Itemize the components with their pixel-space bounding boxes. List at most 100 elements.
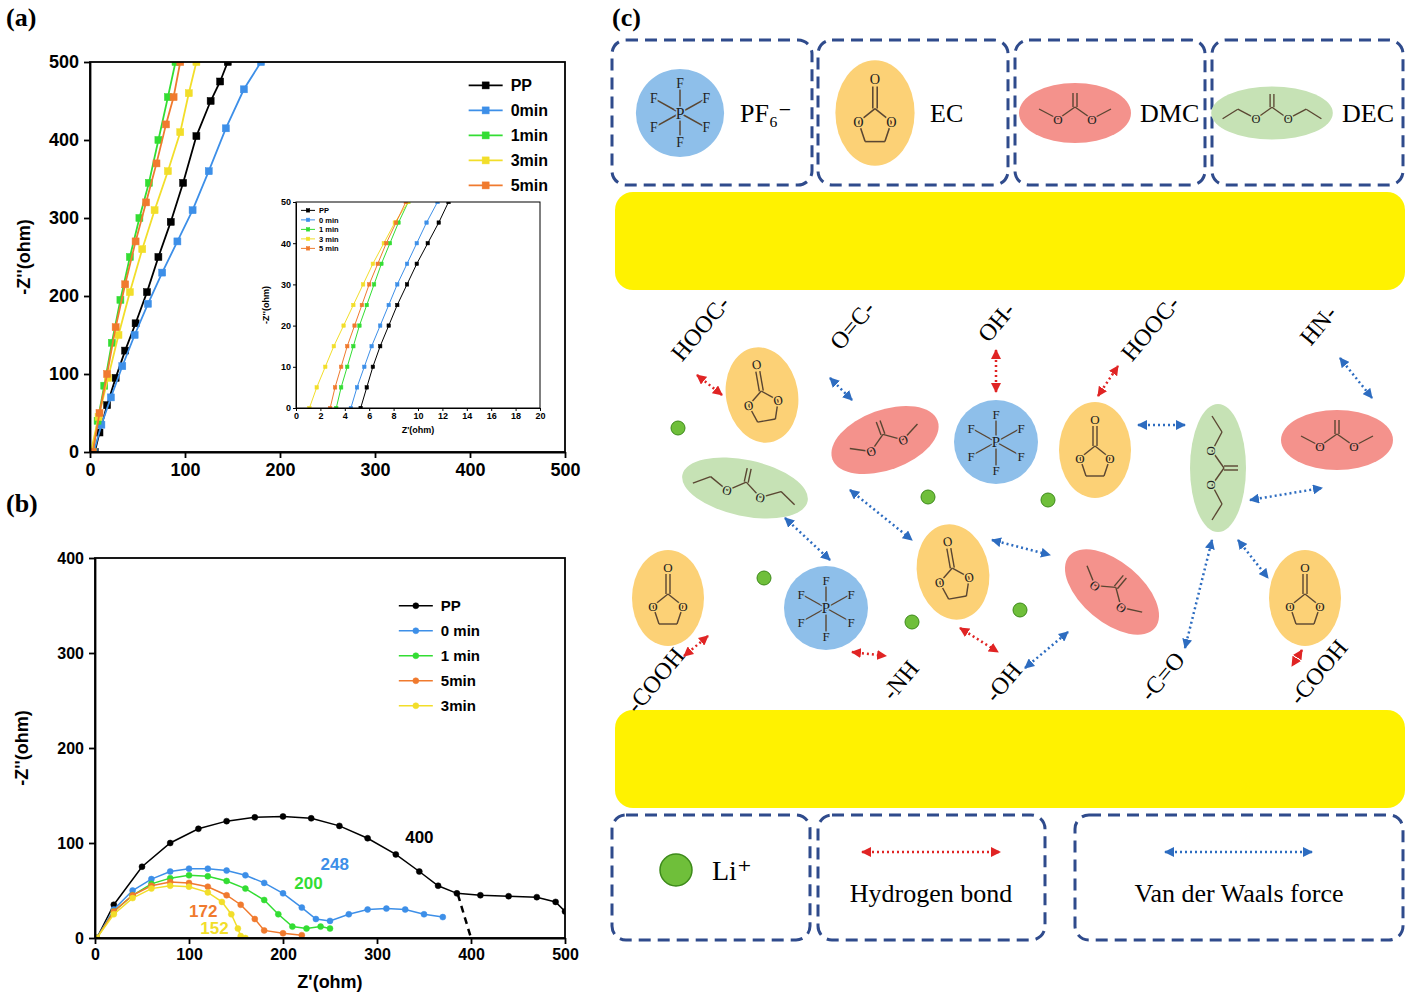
legend-marker bbox=[306, 247, 310, 251]
legend-label: 0 min bbox=[319, 216, 339, 225]
tick: 16 bbox=[487, 408, 497, 421]
atom-label: O bbox=[1053, 112, 1062, 127]
series-line bbox=[336, 202, 408, 408]
hydrogen-bond-arrow bbox=[1292, 650, 1302, 666]
hydrogen-bond-arrow bbox=[697, 375, 722, 395]
bond bbox=[880, 421, 885, 434]
tick: 2 bbox=[318, 408, 323, 421]
data-point bbox=[387, 324, 391, 328]
bond bbox=[865, 141, 885, 143]
x-axis: 02468101214161820 bbox=[294, 408, 546, 421]
atom-label: O bbox=[663, 560, 672, 575]
atom-label: F bbox=[992, 407, 999, 422]
data-point bbox=[222, 125, 229, 132]
legend-marker bbox=[306, 218, 310, 222]
data-point bbox=[477, 892, 483, 898]
y-axis: 0100200300400500 bbox=[49, 52, 91, 462]
plot-marks bbox=[308, 202, 451, 408]
atom-label: P bbox=[676, 105, 685, 122]
bond bbox=[1224, 469, 1238, 470]
data-point bbox=[415, 262, 419, 266]
data-point bbox=[387, 303, 391, 307]
legend-marker bbox=[413, 603, 419, 609]
legend: PP0min1min3min5min bbox=[469, 77, 548, 194]
atom-label: F bbox=[1017, 449, 1024, 464]
tick-label: 2 bbox=[318, 411, 323, 421]
tick: 400 bbox=[458, 938, 485, 963]
data-point bbox=[372, 283, 376, 287]
data-point bbox=[336, 823, 342, 829]
tick-mark bbox=[283, 938, 285, 944]
data-point bbox=[217, 78, 224, 85]
data-point bbox=[358, 324, 362, 328]
data-point bbox=[327, 918, 333, 924]
surface-group: HOOC- bbox=[666, 291, 735, 366]
data-point bbox=[308, 815, 314, 821]
data-point bbox=[313, 916, 319, 922]
data-point bbox=[205, 884, 211, 890]
tick: 400 bbox=[49, 130, 90, 150]
bond bbox=[665, 574, 666, 594]
data-point bbox=[122, 281, 129, 288]
bond bbox=[1117, 578, 1126, 589]
data-point bbox=[153, 160, 160, 167]
data-point bbox=[425, 221, 429, 225]
tick: 100 bbox=[170, 452, 200, 480]
molecule-body bbox=[1211, 86, 1333, 139]
van-der-waals-arrow bbox=[1165, 851, 1312, 854]
data-point bbox=[454, 890, 460, 896]
series-line bbox=[309, 202, 408, 408]
atom-label: F bbox=[992, 463, 999, 478]
surface-group: -OH bbox=[980, 658, 1027, 707]
ion-body bbox=[636, 69, 724, 157]
series-line bbox=[95, 62, 228, 452]
ec-molecule: OOO bbox=[1059, 402, 1131, 498]
atom-label: O bbox=[678, 599, 687, 614]
data-point bbox=[180, 179, 187, 186]
atom-label: F bbox=[967, 421, 974, 436]
tick-label: 500 bbox=[49, 52, 79, 72]
tick: 4 bbox=[343, 408, 348, 421]
legend-box bbox=[1075, 815, 1403, 940]
atom-label: O bbox=[1204, 480, 1219, 489]
tick-label: 18 bbox=[511, 411, 521, 421]
pf6-ion: PFFFFFF bbox=[954, 400, 1038, 484]
tick-label: 100 bbox=[49, 364, 79, 384]
data-point bbox=[416, 869, 422, 875]
data-point bbox=[238, 902, 244, 908]
tick: 0 bbox=[91, 938, 100, 963]
hydrogen-bond-arrow bbox=[995, 350, 998, 392]
data-point bbox=[242, 872, 248, 878]
li-ion bbox=[905, 615, 919, 629]
data-point bbox=[132, 238, 139, 245]
series-line bbox=[93, 62, 180, 452]
data-point bbox=[376, 262, 380, 266]
data-point bbox=[174, 238, 181, 245]
bond bbox=[756, 372, 759, 392]
molecule-body bbox=[1059, 402, 1131, 498]
van-der-waals-arrow bbox=[992, 540, 1050, 555]
data-point bbox=[339, 365, 343, 369]
bond bbox=[876, 87, 878, 109]
legend-box bbox=[1212, 40, 1403, 185]
legend-label: 1 min bbox=[441, 647, 480, 664]
plot-frame bbox=[296, 202, 540, 408]
van-der-waals-arrow bbox=[785, 518, 830, 560]
li-ion bbox=[921, 490, 935, 504]
plot-frame bbox=[95, 558, 565, 938]
data-point bbox=[437, 221, 441, 225]
data-point bbox=[252, 814, 258, 820]
atom-label: F bbox=[650, 91, 658, 106]
data-point bbox=[261, 880, 267, 886]
bond bbox=[779, 492, 797, 505]
legend-marker bbox=[306, 228, 310, 232]
legend-marker bbox=[482, 107, 489, 114]
molecule-body bbox=[1050, 533, 1174, 651]
data-point bbox=[280, 813, 286, 819]
data-point bbox=[224, 892, 230, 898]
atom-label: P bbox=[992, 434, 1000, 450]
data-point bbox=[299, 905, 305, 911]
tick: 20 bbox=[535, 408, 545, 421]
legend-label: PP bbox=[319, 206, 329, 215]
legend-label: 5min bbox=[441, 672, 476, 689]
